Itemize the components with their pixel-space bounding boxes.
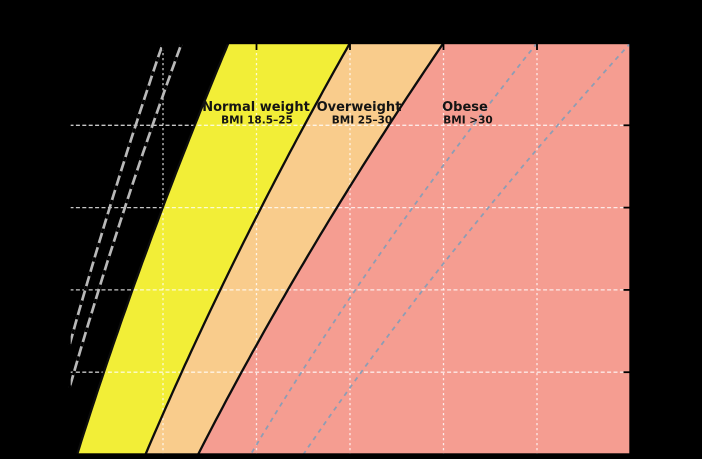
overweight-bmi-range-label: BMI 25–30 [332,115,393,127]
chart-layers [68,41,632,456]
overweight-label: Overweight [317,100,402,115]
bmi-15-line-underlay [68,42,165,346]
normal-weight-bmi-range-label: BMI 18.5–25 [221,115,293,127]
bmi-18-5-boundary [76,42,230,455]
obese-label: Obese [442,100,488,115]
region-normal-weight [77,43,350,455]
plot-border [68,41,632,456]
region-fills [77,43,631,455]
normal-weight-label: Normal weight [202,100,310,115]
bmi-subdivision-lines [68,42,632,455]
region-overweight [145,43,444,455]
category-boundary-lines [76,42,445,456]
bmi-40-line [302,42,632,455]
tick-marks [68,42,632,456]
obese-bmi-range-label: BMI >30 [443,115,492,127]
bmi-16-line [68,42,183,389]
axes-spines [68,41,632,456]
region-labels: Normal weight BMI 18.5–25 Overweight BMI… [202,100,493,127]
bmi-25-boundary [144,42,352,455]
region-obese [198,43,631,455]
bmi-30-boundary [197,42,445,456]
